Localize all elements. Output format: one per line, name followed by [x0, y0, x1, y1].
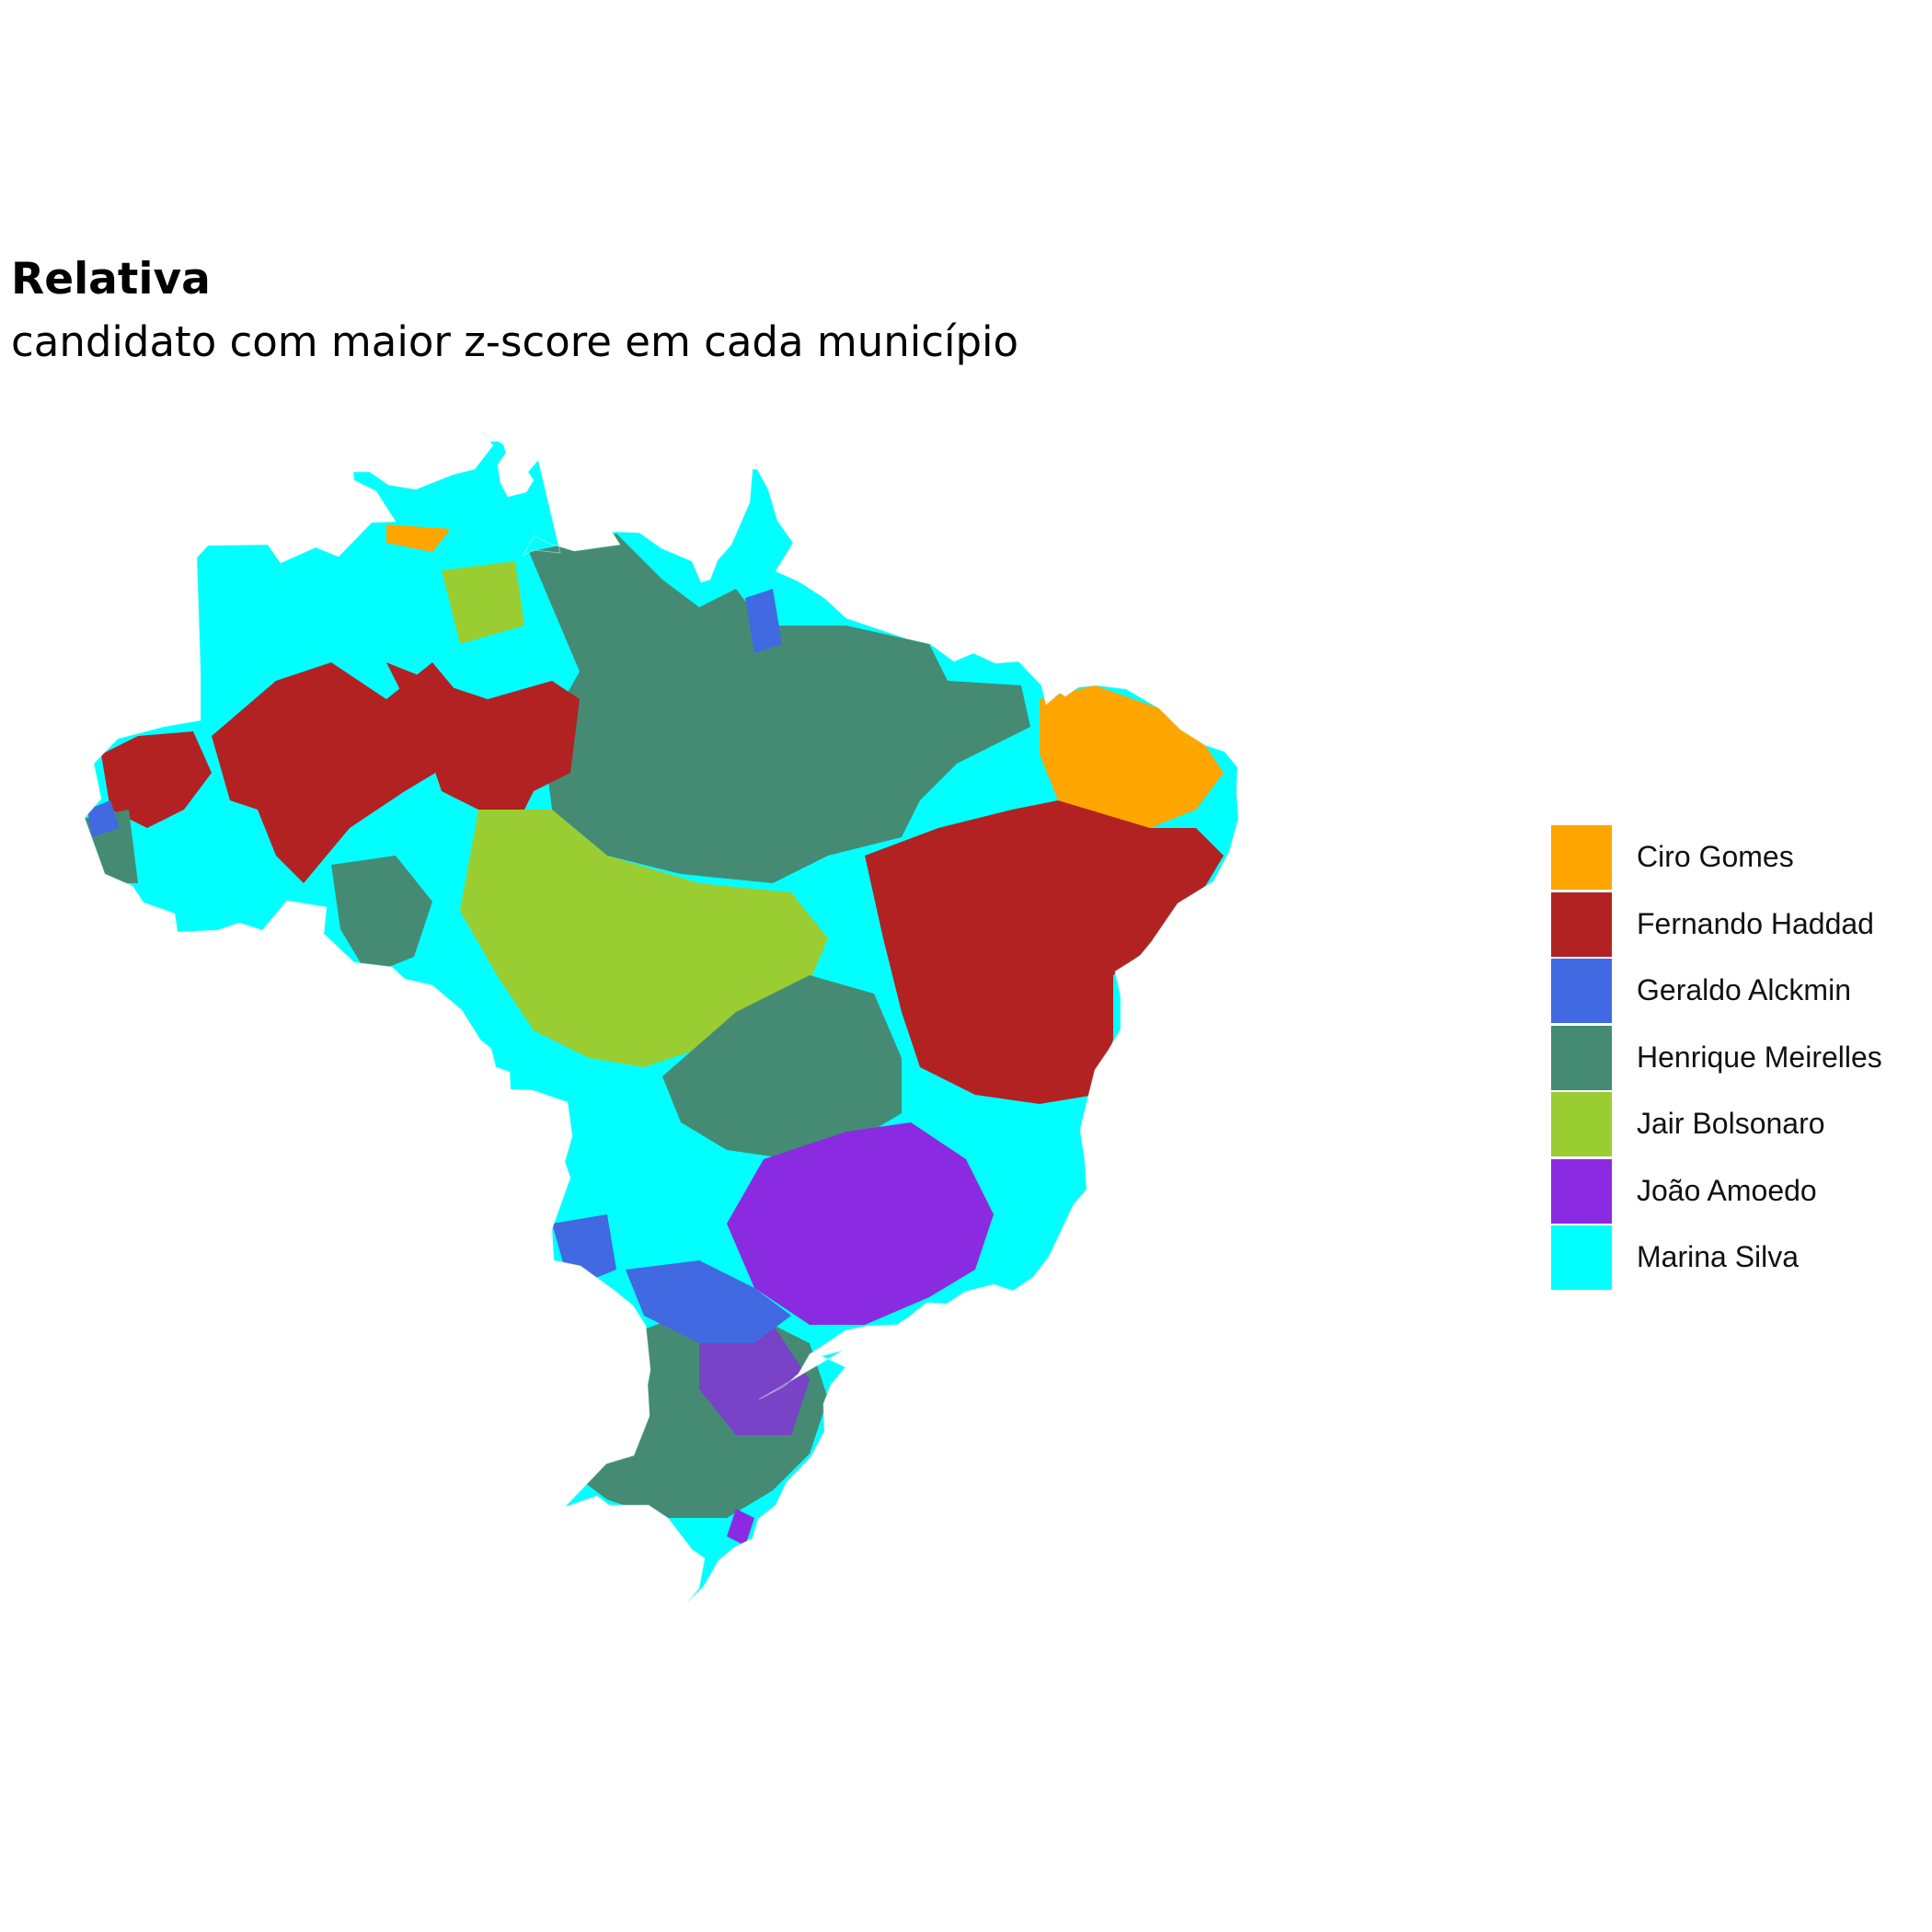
legend-label: Ciro Gomes	[1637, 840, 1794, 873]
legend-item-alckmin: Geraldo Alckmin	[1551, 959, 1923, 1026]
region-haddad-amazon-b	[212, 662, 478, 883]
region-meirelles-rondonia	[331, 856, 432, 975]
region-ciro-ceara	[1040, 685, 1224, 828]
region-meirelles-para	[529, 534, 1030, 883]
region-alckmin-para	[745, 589, 782, 653]
legend-label: Geraldo Alckmin	[1637, 973, 1851, 1006]
region-bolsonaro-roraima	[442, 561, 524, 644]
legend-swatch	[1551, 1225, 1612, 1290]
region-meirelles-goias	[662, 975, 902, 1159]
legend-label: Marina Silva	[1637, 1240, 1800, 1273]
region-alckmin-sp	[626, 1260, 791, 1343]
legend-swatch	[1551, 825, 1612, 890]
legend-swatch	[1551, 1092, 1612, 1156]
map-fill-layer	[85, 442, 1238, 1603]
region-amoedo-rs	[727, 1509, 754, 1546]
legend-swatch	[1551, 959, 1612, 1023]
brazil-outline	[84, 431, 1239, 1604]
region-amoedo-south	[699, 1325, 810, 1435]
region-ciro-roraima-strip	[386, 524, 451, 552]
legend-item-amoedo: João Amoedo	[1551, 1158, 1923, 1226]
legend-item-haddad: Fernando Haddad	[1551, 891, 1923, 960]
chart-title: Relativa	[11, 254, 211, 305]
legend-label: Jair Bolsonaro	[1637, 1107, 1825, 1140]
region-haddad-northeast	[865, 800, 1224, 1104]
region-alckmin-ac	[87, 800, 120, 837]
legend-item-marina: Marina Silva	[1551, 1225, 1923, 1293]
region-haddad-amazon-a	[101, 731, 212, 828]
legend-label: João Amoedo	[1637, 1173, 1817, 1207]
legend-swatch	[1551, 1025, 1612, 1090]
region-amoedo-minas	[727, 1122, 994, 1325]
legend-item-ciro: Ciro Gomes	[1551, 825, 1923, 892]
region-bolsonaro-central	[460, 810, 828, 1067]
region-haddad-amazon-c	[386, 662, 580, 828]
chart-subtitle: candidato com maior z-score em cada muni…	[11, 317, 1019, 366]
legend-label: Fernando Haddad	[1637, 906, 1874, 940]
legend-swatch	[1551, 891, 1612, 957]
legend-item-meirelles: Henrique Meirelles	[1551, 1025, 1923, 1093]
legend: Ciro Gomes Fernando Haddad Geraldo Alckm…	[1551, 825, 1923, 1293]
legend-label: Henrique Meirelles	[1637, 1040, 1882, 1074]
legend-swatch	[1551, 1158, 1612, 1224]
legend-item-bolsonaro: Jair Bolsonaro	[1551, 1092, 1923, 1159]
